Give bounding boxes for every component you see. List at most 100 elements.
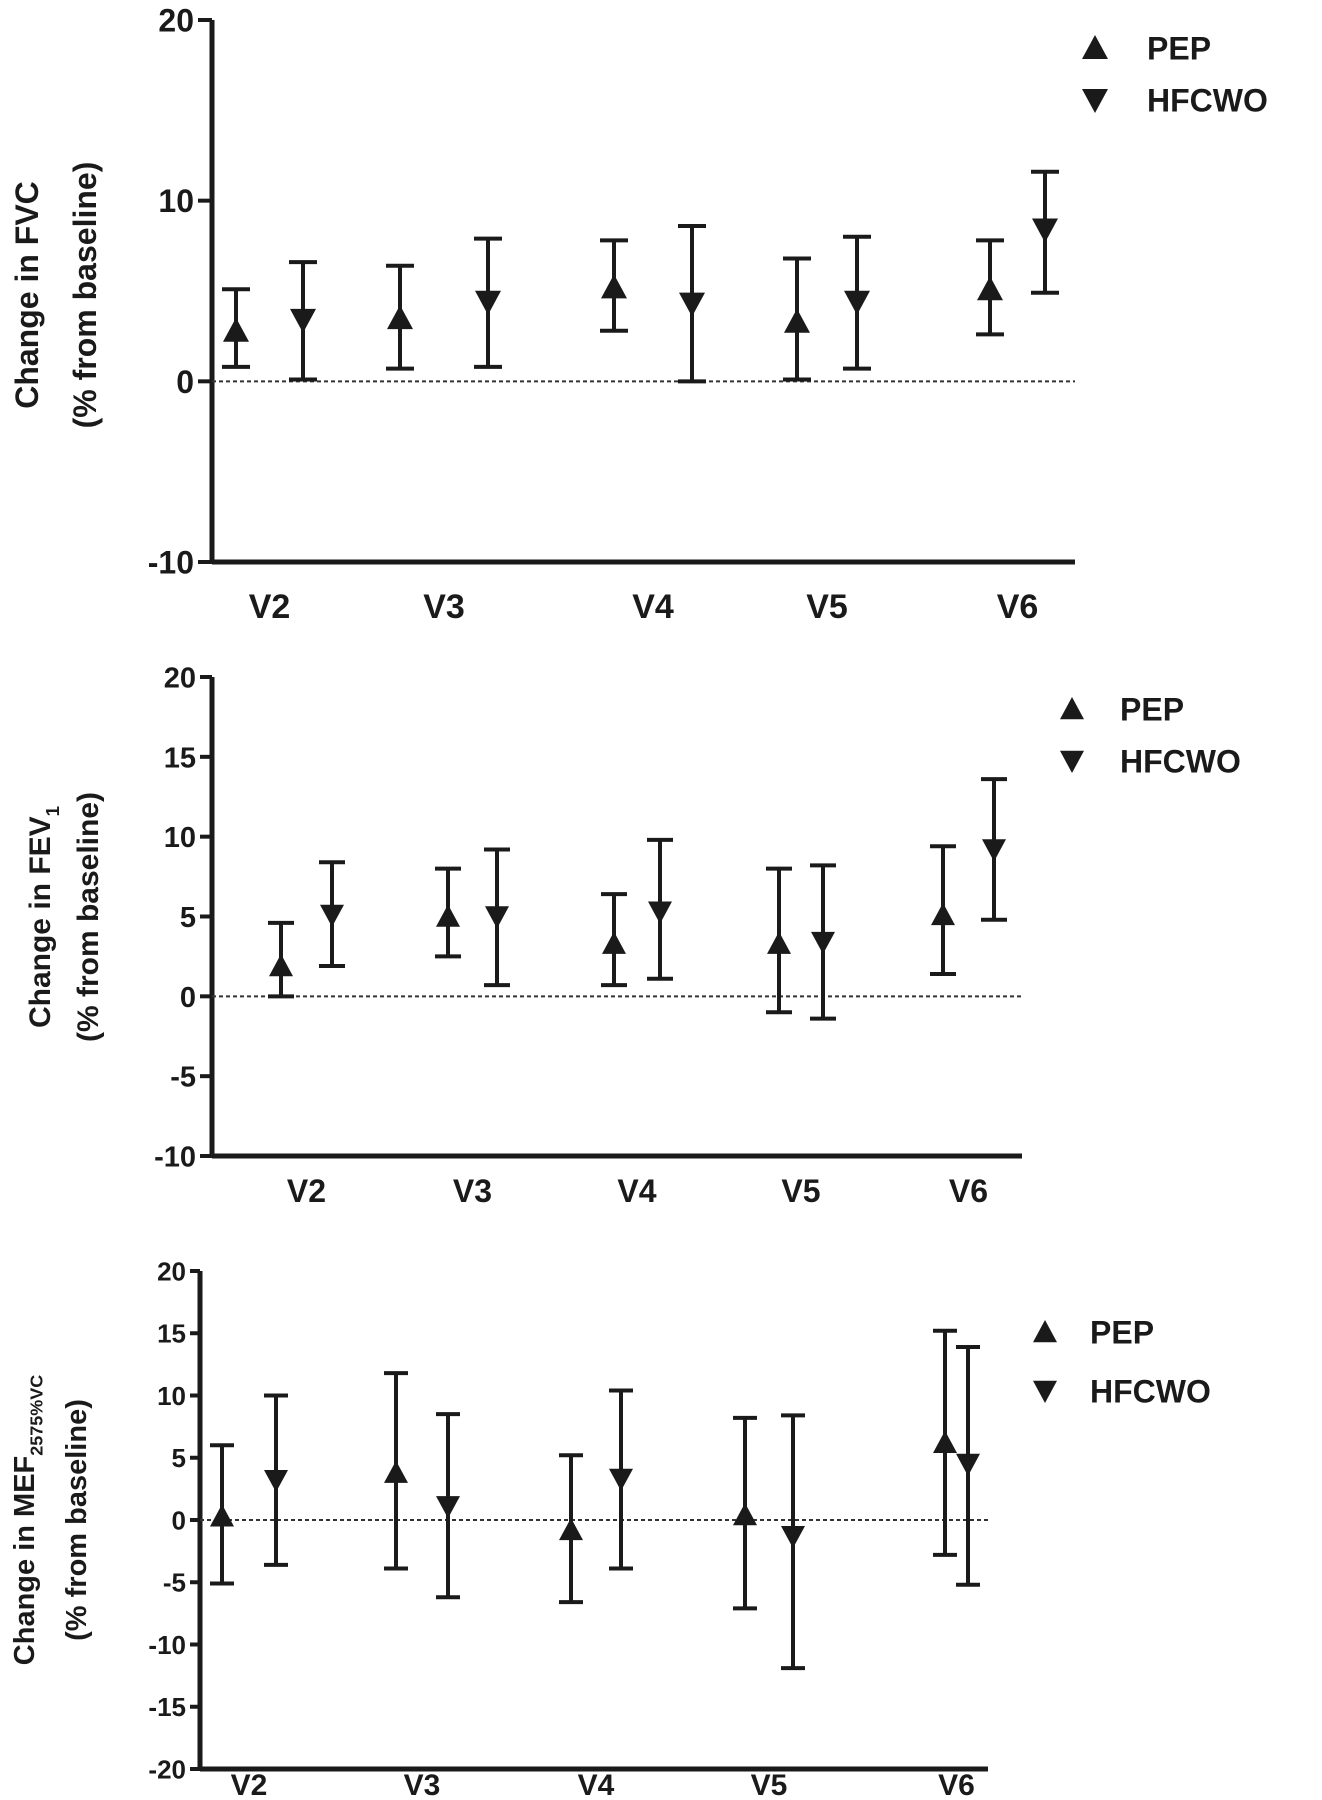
x-category-label: V6: [949, 1173, 988, 1209]
legend-marker-pep: [1082, 35, 1108, 60]
series-pep: [210, 1328, 957, 1611]
y-axis-label-line1: Change in FVC: [9, 181, 45, 409]
data-point-hfcwo: [475, 290, 501, 315]
y-tick-label: -20: [148, 1754, 186, 1784]
legend: PEP HFCWO: [1082, 31, 1268, 119]
x-category-label: V3: [453, 1173, 492, 1209]
chart-panel-2: 20 15 10 5 0 -5 -10 V2 V3 V4 V5 V6 Change in FEV1 (% …: [24, 662, 1241, 1209]
y-axis-label-subscript: 1: [42, 806, 63, 816]
x-category-label: V5: [806, 588, 848, 626]
y-tick-label: 10: [158, 183, 194, 219]
y-axis-label-subscript: 2575%VC: [27, 1375, 47, 1456]
data-point-pep: [767, 931, 791, 954]
data-point-pep: [933, 1430, 957, 1454]
data-point-pep: [602, 931, 626, 954]
series-pep: [268, 844, 956, 1015]
data-point-pep: [223, 317, 249, 342]
chart-panel-1: 20 10 0 -10 V2 V3 V4 V5 V6 Change in FVC (% from b…: [9, 3, 1268, 626]
data-point-pep: [387, 305, 413, 330]
chart-panel-3: 20 15 10 5 0 -5 -10 -15 -20 V2 V3 V4 V5 V6 Change in M…: [9, 1256, 1211, 1800]
series-hfcwo: [289, 169, 1059, 384]
legend-label-hfcwo: HFCWO: [1120, 744, 1241, 780]
y-axis-label-line1: Change in FEV1: [24, 806, 63, 1028]
x-category-label: V3: [404, 1769, 441, 1800]
y-axis-label-line1: Change in MEF2575%VC: [9, 1375, 47, 1665]
x-category-label: V2: [249, 588, 291, 626]
legend-label-pep: PEP: [1120, 692, 1184, 728]
data-point-hfcwo: [844, 290, 870, 315]
data-point-pep: [601, 274, 627, 299]
legend-label-hfcwo: HFCWO: [1090, 1374, 1211, 1410]
y-tick-label: -5: [170, 1062, 196, 1094]
legend-label-pep: PEP: [1147, 31, 1211, 67]
y-tick-label: 10: [157, 1381, 186, 1411]
y-axis-label-line2: (% from baseline): [61, 1399, 93, 1641]
y-tick-label: 0: [180, 982, 196, 1014]
x-category-label: V5: [781, 1173, 820, 1209]
data-point-pep: [559, 1517, 583, 1541]
y-tick-label: 15: [164, 742, 196, 774]
data-point-hfcwo: [982, 839, 1006, 862]
y-tick-label: 20: [157, 1256, 186, 1286]
y-tick-label: 20: [164, 662, 196, 694]
series-hfcwo: [319, 777, 1007, 1021]
legend-marker-hfcwo: [1082, 88, 1108, 113]
y-tick-label: 0: [176, 364, 194, 400]
y-axis-label-main: Change in FVC: [9, 181, 45, 409]
legend: PEP HFCWO: [1033, 1315, 1211, 1410]
y-axis-label-main: Change in MEF: [9, 1456, 41, 1665]
data-point-hfcwo: [320, 904, 344, 927]
x-category-label: V4: [578, 1769, 615, 1800]
data-point-hfcwo: [485, 906, 509, 929]
data-point-pep: [384, 1460, 408, 1483]
y-tick-label: 5: [180, 902, 196, 934]
y-tick-label: -15: [148, 1692, 186, 1722]
data-point-pep: [269, 953, 293, 977]
legend-marker-hfcwo: [1033, 1380, 1057, 1403]
legend: PEP HFCWO: [1060, 692, 1241, 780]
data-point-pep: [784, 308, 810, 333]
series-pep: [222, 238, 1004, 382]
data-point-pep: [733, 1503, 757, 1526]
x-category-label: V3: [423, 588, 465, 626]
y-tick-label: -10: [148, 545, 194, 581]
y-axis-label-main: Change in FEV: [24, 816, 57, 1028]
x-category-label: V6: [997, 588, 1039, 626]
y-tick-label: 20: [158, 3, 194, 39]
data-point-hfcwo: [781, 1525, 805, 1549]
data-point-pep: [931, 902, 955, 926]
data-point-hfcwo: [956, 1453, 980, 1476]
data-point-hfcwo: [609, 1468, 633, 1491]
data-point-hfcwo: [811, 931, 835, 955]
y-tick-label: -10: [148, 1630, 186, 1660]
legend-label-pep: PEP: [1090, 1315, 1154, 1351]
y-axis-label-line2: (% from baseline): [72, 792, 105, 1042]
legend-label-hfcwo: HFCWO: [1147, 83, 1268, 119]
data-point-hfcwo: [264, 1469, 288, 1493]
legend-marker-pep: [1033, 1320, 1057, 1343]
data-point-hfcwo: [290, 308, 316, 333]
x-category-label: V2: [231, 1769, 268, 1800]
legend-marker-pep: [1060, 697, 1084, 720]
data-point-hfcwo: [648, 901, 672, 924]
y-axis-label-line2: (% from baseline): [67, 162, 103, 429]
y-tick-label: 10: [164, 822, 196, 854]
y-tick-label: 5: [172, 1443, 186, 1473]
data-point-hfcwo: [679, 292, 705, 317]
series-hfcwo: [264, 1344, 980, 1671]
x-category-label: V6: [938, 1769, 975, 1800]
data-point-pep: [977, 276, 1003, 301]
x-category-label: V2: [287, 1173, 326, 1209]
y-tick-label: -10: [154, 1141, 196, 1173]
x-category-label: V5: [751, 1769, 788, 1800]
data-point-pep: [436, 904, 460, 927]
y-tick-label: -5: [163, 1568, 186, 1598]
y-tick-label: 0: [172, 1505, 186, 1535]
legend-marker-hfcwo: [1060, 750, 1084, 773]
x-category-label: V4: [632, 588, 674, 626]
y-tick-label: 15: [157, 1319, 186, 1349]
x-category-label: V4: [617, 1173, 656, 1209]
data-point-pep: [210, 1504, 234, 1527]
data-point-hfcwo: [436, 1496, 460, 1519]
